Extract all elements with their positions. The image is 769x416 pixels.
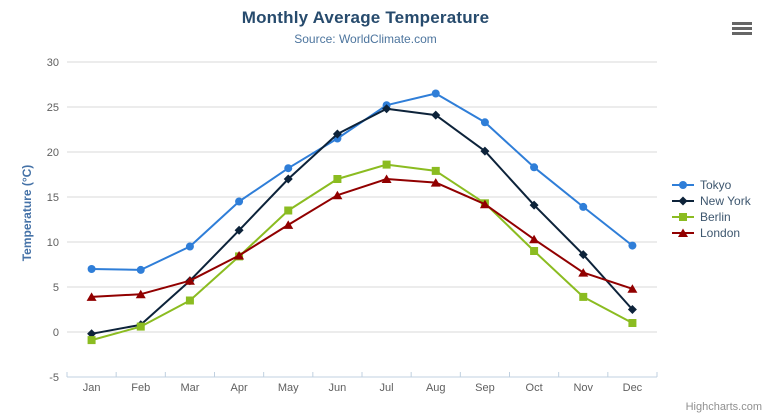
data-point-triangle[interactable] — [381, 174, 392, 184]
data-point-square[interactable] — [530, 247, 539, 255]
data-point-square[interactable] — [628, 319, 637, 327]
x-axis-label: Nov — [573, 382, 593, 394]
data-point-circle[interactable] — [628, 241, 637, 250]
y-axis-title: Temperature (°C) — [20, 164, 34, 262]
hamburger-icon — [732, 32, 752, 35]
series-new-york[interactable] — [87, 104, 637, 339]
y-axis-label: 10 — [47, 237, 59, 249]
data-point-circle[interactable] — [185, 242, 194, 251]
data-point-triangle[interactable] — [332, 190, 343, 200]
data-point-square[interactable] — [579, 292, 588, 301]
y-axis-label: 0 — [53, 327, 59, 339]
series-london[interactable] — [86, 174, 638, 301]
data-point-circle[interactable] — [579, 202, 588, 211]
data-point-square[interactable] — [431, 166, 440, 175]
data-point-diamond[interactable] — [627, 305, 637, 314]
chart-subtitle: Source: WorldClimate.com — [294, 32, 437, 46]
data-point-square[interactable] — [284, 206, 293, 215]
legend-item-new-york[interactable]: New York — [671, 193, 751, 209]
credits-link[interactable]: Highcharts.com — [685, 401, 762, 413]
data-point-square[interactable] — [333, 175, 342, 183]
data-point-diamond[interactable] — [480, 146, 490, 156]
data-point-square[interactable] — [136, 322, 145, 331]
series-line[interactable] — [90, 92, 634, 271]
x-axis-label: Dec — [623, 382, 643, 394]
hamburger-icon — [732, 27, 752, 30]
data-point-circle[interactable] — [87, 265, 96, 273]
data-point-square[interactable] — [382, 160, 391, 169]
data-point-diamond[interactable] — [234, 225, 244, 235]
series-line[interactable] — [90, 107, 634, 335]
y-axis-label: 5 — [53, 282, 59, 294]
y-axis-label: -5 — [49, 372, 59, 384]
context-menu-button[interactable] — [732, 21, 754, 36]
x-axis-label: Jun — [329, 382, 347, 394]
legend-item-label: Berlin — [700, 210, 731, 224]
series-line[interactable] — [90, 178, 634, 298]
x-axis-label: Feb — [131, 382, 150, 394]
data-point-triangle[interactable] — [283, 220, 294, 229]
data-point-circle[interactable] — [235, 197, 244, 206]
data-point-circle[interactable] — [136, 265, 145, 274]
legend-item-label: London — [700, 226, 741, 240]
data-point-triangle[interactable] — [234, 251, 245, 260]
series-line[interactable] — [90, 163, 634, 342]
chart-title: Monthly Average Temperature — [241, 8, 490, 27]
data-point-diamond[interactable] — [431, 110, 441, 120]
legend-marker-triangle-icon — [672, 228, 694, 237]
y-axis-label: 15 — [47, 192, 59, 204]
y-axis-label: 20 — [47, 147, 59, 159]
data-point-triangle[interactable] — [135, 289, 146, 299]
series-tokyo[interactable] — [87, 89, 637, 274]
data-point-triangle[interactable] — [529, 234, 540, 244]
data-point-triangle[interactable] — [578, 268, 589, 277]
data-point-diamond[interactable] — [283, 174, 293, 184]
x-axis-label: May — [278, 382, 299, 394]
data-point-circle[interactable] — [530, 163, 539, 172]
data-point-diamond[interactable] — [529, 200, 539, 210]
data-point-triangle[interactable] — [184, 276, 195, 285]
x-axis-label: Apr — [231, 382, 248, 394]
legend-marker-square-icon — [672, 213, 694, 221]
legend-item-tokyo[interactable]: Tokyo — [671, 177, 751, 193]
x-axis-label: Jan — [83, 382, 101, 394]
x-axis-label: Aug — [426, 382, 446, 394]
y-axis-label: 30 — [47, 57, 59, 69]
legend-marker-diamond-icon — [672, 196, 694, 206]
legend-item-london[interactable]: London — [671, 225, 751, 241]
legend-item-label: New York — [700, 194, 751, 208]
data-point-triangle[interactable] — [479, 199, 490, 209]
data-point-circle[interactable] — [284, 164, 293, 173]
x-axis-label: Sep — [475, 382, 495, 394]
legend-item-berlin[interactable]: Berlin — [671, 209, 751, 225]
data-point-circle[interactable] — [431, 89, 440, 98]
x-axis-label: Mar — [180, 382, 199, 394]
data-point-diamond[interactable] — [578, 250, 588, 260]
data-point-square[interactable] — [87, 336, 96, 345]
data-point-triangle[interactable] — [86, 292, 97, 301]
data-point-diamond[interactable] — [382, 104, 392, 114]
x-axis-label: Jul — [380, 382, 394, 394]
data-point-square[interactable] — [185, 296, 194, 305]
data-point-triangle[interactable] — [430, 178, 441, 187]
legend-marker-circle-icon — [672, 181, 694, 189]
legend-item-label: Tokyo — [700, 178, 732, 192]
y-axis-label: 25 — [47, 102, 59, 114]
data-point-diamond[interactable] — [87, 329, 97, 339]
legend: Tokyo New York Berlin London — [671, 177, 751, 241]
data-point-diamond[interactable] — [332, 129, 342, 139]
data-point-triangle[interactable] — [627, 284, 638, 293]
hamburger-icon — [732, 22, 752, 25]
x-axis-label: Oct — [526, 382, 543, 394]
data-point-circle[interactable] — [480, 118, 489, 127]
